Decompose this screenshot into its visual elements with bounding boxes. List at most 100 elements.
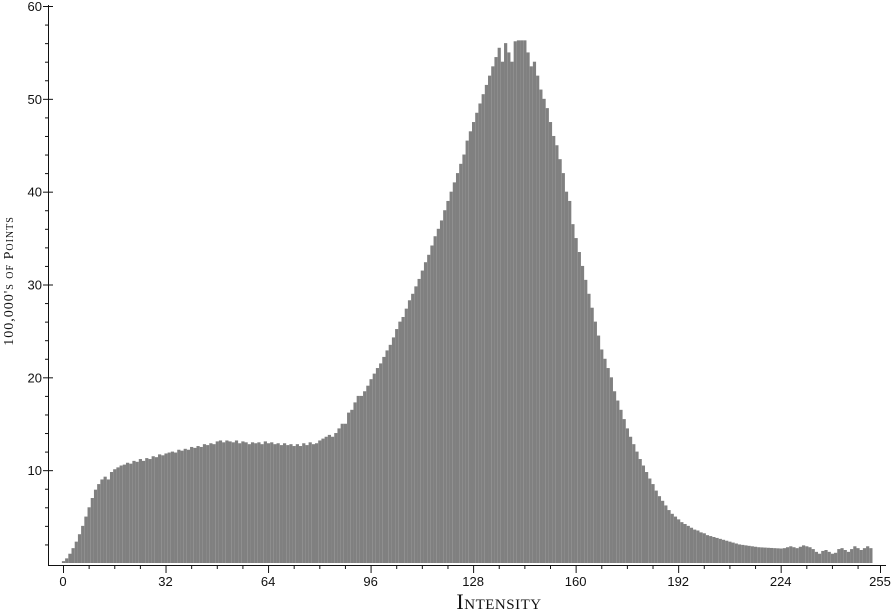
histogram-bar (129, 463, 133, 563)
histogram-bar (513, 41, 517, 563)
histogram-bar (93, 489, 98, 563)
histogram-bar (737, 544, 742, 563)
histogram-bar (90, 498, 94, 563)
histogram-bar (840, 548, 844, 563)
histogram-bar (542, 98, 546, 563)
histogram-bar (590, 307, 594, 563)
histogram-bar (116, 467, 120, 563)
histogram-bar (340, 423, 344, 563)
histogram-bar (696, 530, 700, 563)
histogram-bar (622, 419, 626, 563)
histogram-bar (164, 453, 168, 563)
histogram-bar (532, 61, 537, 563)
histogram-bar (375, 368, 380, 563)
histogram-bar (433, 236, 437, 564)
histogram-bar (609, 377, 613, 563)
histogram-bar (488, 75, 492, 564)
histogram-bar (654, 490, 658, 563)
histogram-bar (279, 445, 283, 563)
histogram-bar (315, 443, 319, 563)
histogram-bar (571, 224, 575, 563)
histogram-bar (677, 519, 681, 563)
histogram-bar (395, 329, 399, 563)
histogram-bar (808, 547, 812, 563)
histogram-bar (769, 547, 774, 563)
histogram-bar (84, 516, 88, 563)
histogram-bar (785, 547, 790, 563)
histogram-bar (866, 546, 870, 563)
histogram-bar (270, 442, 274, 563)
histogram-bar (757, 547, 761, 563)
histogram-bar (254, 443, 258, 563)
histogram-bar (145, 458, 149, 563)
histogram-bar (174, 452, 178, 563)
histogram-bar (311, 444, 315, 563)
histogram-bar (818, 553, 822, 563)
histogram-bar (420, 270, 424, 563)
histogram-bar (712, 537, 716, 563)
histogram-bar (561, 173, 565, 563)
histogram-bar (709, 536, 713, 563)
histogram-bar (231, 442, 235, 563)
histogram-bar (715, 537, 719, 563)
histogram-bar (199, 446, 203, 563)
histogram-bar (209, 443, 213, 563)
histogram-bar (792, 547, 796, 563)
histogram-bar (814, 551, 819, 563)
histogram-bar (580, 265, 585, 563)
histogram-bar (212, 444, 216, 563)
histogram-bar (635, 451, 639, 563)
histogram-bar (693, 529, 697, 563)
histogram-bar (475, 112, 479, 563)
histogram-bar (725, 540, 729, 563)
histogram-bar (439, 220, 444, 563)
histogram-bar (664, 505, 668, 563)
histogram-bar (657, 496, 662, 563)
histogram-bar (744, 545, 748, 563)
histogram-bar (228, 441, 232, 563)
histogram-bar (289, 444, 293, 563)
histogram-bar (327, 434, 332, 563)
histogram-bar (161, 455, 165, 563)
histogram-bar (154, 457, 159, 563)
histogram-bar (600, 349, 604, 563)
histogram-bar (183, 448, 187, 563)
histogram-bars (61, 40, 873, 564)
histogram-bar (218, 440, 223, 563)
histogram-bar (266, 443, 271, 563)
histogram-bar (238, 443, 242, 563)
histogram-bar (298, 446, 303, 563)
histogram-bar (337, 428, 341, 563)
histogram-bar (430, 245, 434, 563)
histogram-bar (638, 459, 642, 563)
histogram-bar (250, 442, 255, 563)
histogram-bar (234, 440, 239, 563)
histogram-bar (468, 131, 472, 563)
y-tick-label: 30 (28, 278, 42, 293)
x-tick-label: 128 (462, 574, 484, 589)
histogram-bar (202, 444, 207, 563)
histogram-bar (702, 533, 706, 563)
histogram-bar (225, 440, 229, 563)
histogram-bar (850, 549, 854, 563)
histogram-bar (305, 445, 309, 563)
histogram-bar (260, 444, 264, 563)
histogram-bar (552, 135, 556, 563)
histogram-bar (87, 507, 91, 563)
histogram-bar (683, 524, 687, 563)
histogram-bar (446, 200, 450, 563)
histogram-bar (484, 84, 489, 563)
histogram-bar (122, 464, 126, 563)
histogram-bar (718, 538, 722, 563)
histogram-bar (411, 293, 415, 563)
histogram-bar (135, 461, 139, 563)
histogram-bar (641, 465, 646, 563)
x-tick-label: 192 (667, 574, 689, 589)
histogram-bar (837, 549, 841, 563)
histogram-bar (651, 484, 655, 563)
histogram-bar (856, 548, 860, 563)
histogram-bar (379, 363, 383, 563)
histogram-bar (805, 546, 809, 563)
histogram-bar (407, 300, 412, 563)
